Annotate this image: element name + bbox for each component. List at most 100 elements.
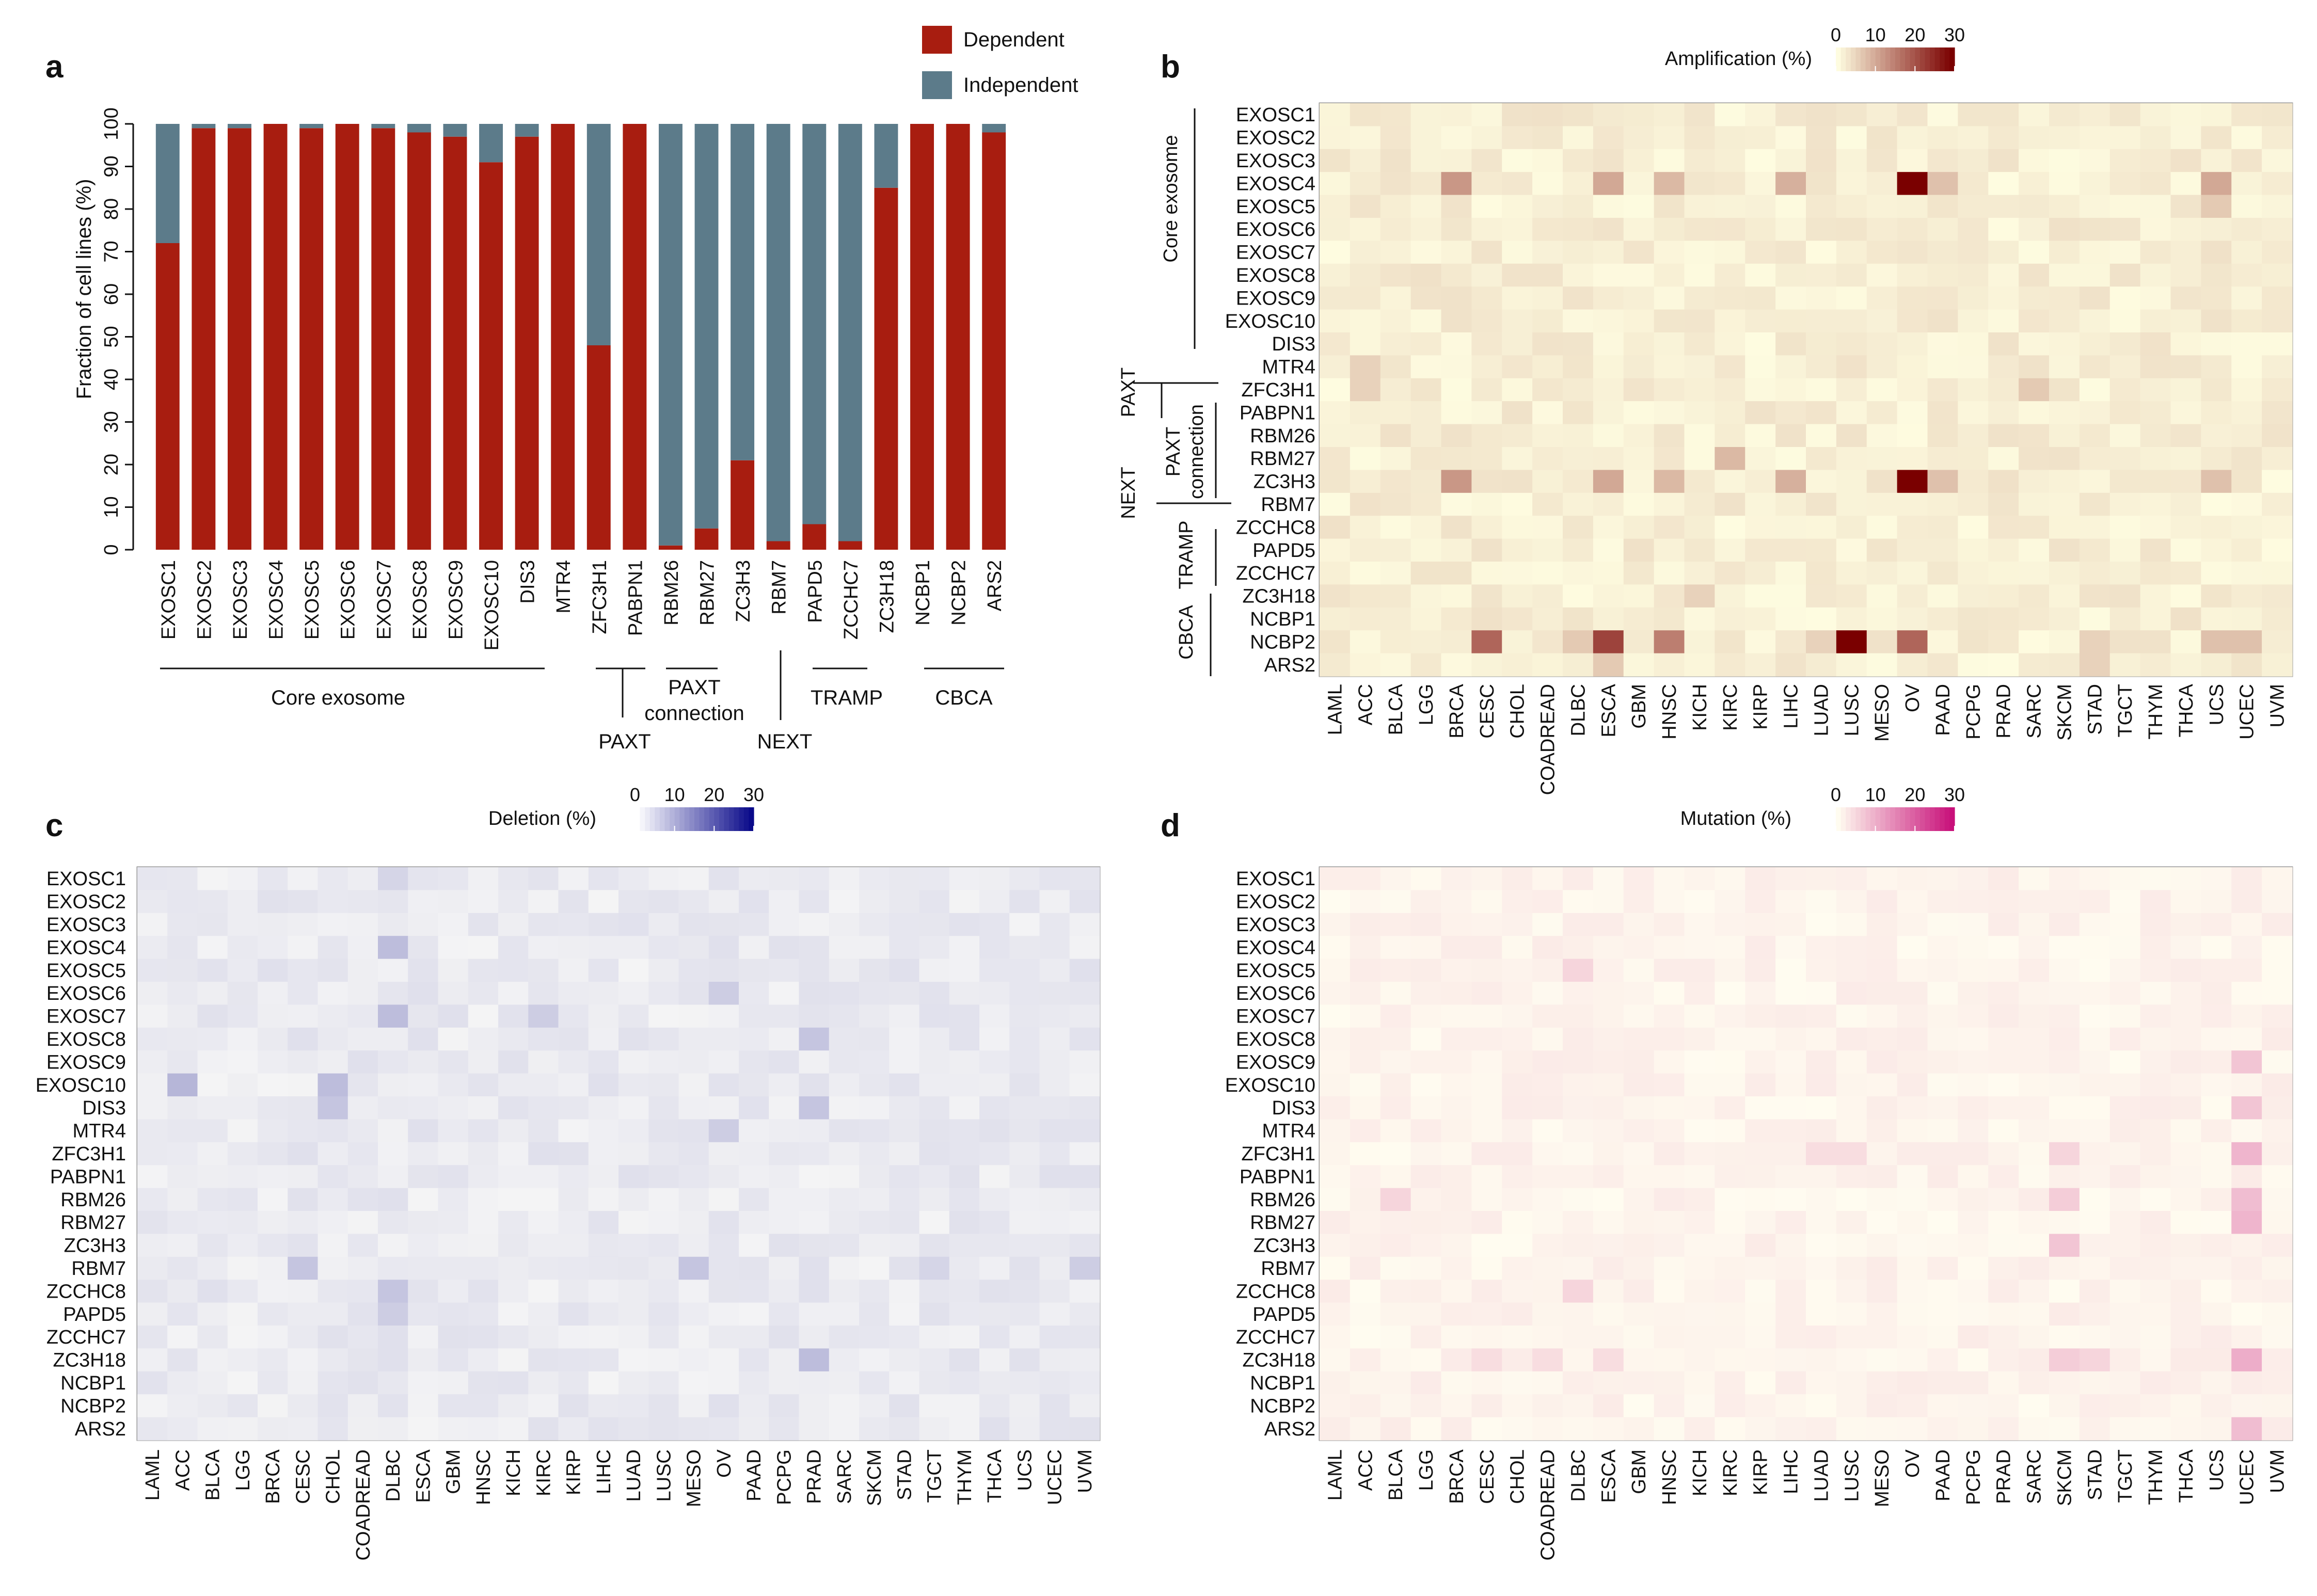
cell-zcchc7-hnsc: [1654, 562, 1685, 585]
cell-rbm7-lusc: [648, 1256, 679, 1280]
cell-rbm27-prad: [799, 1211, 830, 1234]
cell-zc3h18-kich: [1684, 584, 1715, 608]
bar-independent-exosc8: [407, 124, 431, 133]
row-label-exosc3: EXOSC3: [1236, 914, 1315, 936]
cell-exosc1-kich: [1684, 867, 1715, 890]
cell-zcchc8-luad: [1806, 516, 1837, 539]
row-label-dis3: DIS3: [83, 1097, 126, 1119]
cell-rbm7-ucs: [2201, 1256, 2232, 1280]
cell-exosc3-pcpg: [1958, 913, 1989, 936]
col-label-chol: CHOL: [1507, 1449, 1529, 1504]
cell-ncbp2-lihc: [1775, 1394, 1806, 1418]
cell-zc3h3-prad: [1988, 1234, 2019, 1257]
cell-pabpn1-kirp: [558, 1165, 589, 1189]
bar-dependent-exosc6: [335, 124, 359, 550]
bar-dependent-dis3: [515, 136, 539, 550]
cell-zc3h18-paad: [739, 1348, 769, 1372]
cell-exosc7-meso: [678, 1004, 709, 1028]
x-tick-label-exosc1: EXOSC1: [158, 560, 180, 640]
cell-zc3h18-thym: [2140, 1348, 2171, 1372]
cell-exosc2-ucs: [2201, 890, 2232, 914]
cell-exosc10-ucec: [2231, 309, 2262, 333]
cell-exosc3-skcm: [859, 913, 890, 936]
cell-mtr4-pcpg: [769, 1119, 800, 1143]
cell-mtr4-hnsc: [1654, 1119, 1685, 1143]
cell-exosc2-sarc: [2019, 126, 2050, 150]
cell-rbm7-stad: [889, 1256, 920, 1280]
cell-rbm7-brca: [1441, 492, 1472, 516]
cell-exosc7-esca: [408, 1004, 439, 1028]
cell-mtr4-kirp: [1745, 355, 1776, 379]
cell-exosc6-kich: [498, 982, 529, 1005]
cell-exosc10-kirp: [1745, 1073, 1776, 1097]
cell-exosc4-ov: [1897, 936, 1928, 960]
cell-exosc10-kich: [1684, 1073, 1715, 1097]
row-label-ncbp1: NCBP1: [60, 1372, 126, 1394]
cell-exosc4-chol: [318, 936, 348, 960]
cell-rbm27-acc: [1350, 447, 1381, 470]
bar-dependent-zfc3h1: [586, 345, 611, 550]
col-label-kirp: KIRP: [563, 1449, 585, 1495]
bar-dependent-exosc9: [443, 136, 467, 550]
cell-ncbp1-tgct: [2109, 607, 2141, 631]
cell-ncbp2-chol: [1502, 630, 1533, 654]
cell-zc3h3-thym: [2140, 470, 2171, 493]
cell-exosc3-paad: [1927, 149, 1958, 172]
cell-exosc8-uvm: [2262, 263, 2293, 287]
scale-swatch: [1905, 807, 1911, 831]
row-label-mtr4: MTR4: [1262, 357, 1315, 378]
cell-rbm26-stad: [2079, 1188, 2110, 1211]
cell-exosc10-stad: [2079, 309, 2110, 333]
cell-rbm7-coadread: [1532, 1256, 1563, 1280]
cell-zc3h3-esca: [408, 1234, 439, 1257]
cell-zc3h18-lgg: [1410, 1348, 1442, 1372]
row-label-exosc5: EXOSC5: [46, 960, 126, 982]
col-label-hnsc: HNSC: [1659, 684, 1680, 740]
cell-ncbp1-esca: [1593, 607, 1624, 631]
cell-rbm26-gbm: [438, 1188, 469, 1211]
cell-ncbp1-thca: [2170, 607, 2201, 631]
cell-exosc3-hnsc: [468, 913, 499, 936]
cell-exosc10-meso: [1866, 309, 1898, 333]
cell-exosc1-coadread: [347, 867, 378, 890]
cell-exosc1-cesc: [1471, 103, 1502, 126]
cell-zcchc7-kich: [498, 1326, 529, 1349]
cell-dis3-dlbc: [378, 1096, 408, 1120]
cell-ncbp1-acc: [1350, 1371, 1381, 1395]
cell-exosc3-kirp: [558, 913, 589, 936]
cell-exosc10-dlbc: [1563, 1073, 1594, 1097]
cell-exosc8-esca: [1593, 1027, 1624, 1051]
cell-exosc8-cesc: [288, 1027, 319, 1051]
cell-mtr4-ucec: [2231, 1119, 2262, 1143]
cell-exosc3-lusc: [1836, 149, 1867, 172]
cell-ncbp1-pcpg: [1958, 607, 1989, 631]
cell-exosc10-brca: [1441, 309, 1472, 333]
cell-zcchc8-kirc: [1715, 1280, 1745, 1303]
cell-rbm7-uvm: [2262, 492, 2293, 516]
cell-exosc4-uvm: [2262, 936, 2293, 960]
cell-papd5-pcpg: [1958, 538, 1989, 562]
cell-ncbp2-luad: [1806, 630, 1837, 654]
cell-zcchc7-thca: [979, 1326, 1010, 1349]
col-label-thca: THCA: [2176, 1449, 2197, 1503]
cell-exosc6-uvm: [2262, 218, 2293, 241]
cell-exosc6-lgg: [1410, 218, 1442, 241]
cell-exosc4-lgg: [227, 936, 258, 960]
cell-zcchc7-tgct: [2109, 562, 2141, 585]
cell-exosc2-cesc: [1471, 890, 1502, 914]
cell-rbm7-ov: [708, 1256, 739, 1280]
cell-dis3-sarc: [2019, 1096, 2050, 1120]
cell-exosc9-sarc: [829, 1050, 860, 1074]
cell-exosc5-chol: [1502, 195, 1533, 218]
row-label-pabpn1: PABPN1: [50, 1166, 126, 1188]
bar-independent-zcchc7: [838, 124, 862, 541]
cell-exosc3-prad: [1988, 913, 2019, 936]
cell-exosc5-ov: [708, 959, 739, 982]
y-tick-label: 60: [101, 283, 122, 305]
cell-exosc1-skcm: [2049, 867, 2080, 890]
cell-zcchc7-gbm: [1623, 1326, 1655, 1349]
cell-exosc4-dlbc: [1563, 936, 1594, 960]
cell-exosc7-kirp: [558, 1004, 589, 1028]
cell-exosc5-ucs: [2201, 195, 2232, 218]
cell-zc3h18-skcm: [2049, 1348, 2080, 1372]
